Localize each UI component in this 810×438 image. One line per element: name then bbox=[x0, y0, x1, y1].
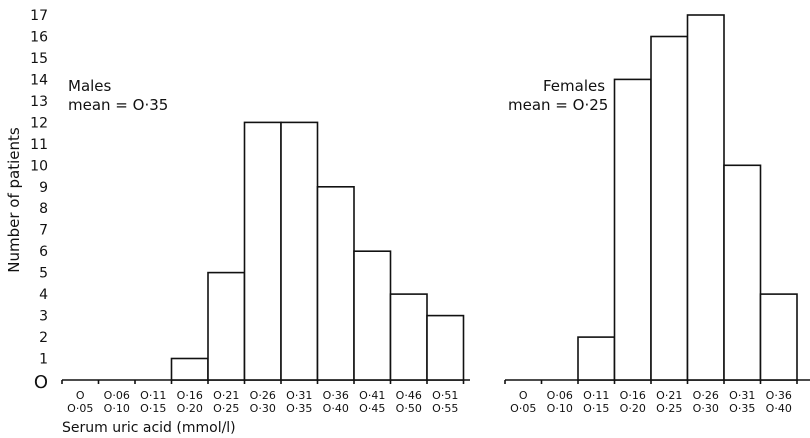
x-axis-label: Serum uric acid (mmol/l) bbox=[62, 420, 236, 436]
y-tick-label: 14 bbox=[30, 72, 48, 88]
bar bbox=[316, 186, 355, 381]
x-tick-label-upper-bound: O·15 bbox=[140, 402, 166, 415]
females-label: Females bbox=[543, 77, 605, 95]
y-tick-label: O bbox=[34, 372, 48, 393]
females-panel: OO·05 O·06O·10 O·11O·15 O·16O·20 O·21O·25 O·2… bbox=[504, 14, 810, 415]
y-tick-label: 3 bbox=[39, 309, 48, 325]
x-tick-label-lower-bound: O·21 bbox=[656, 389, 682, 402]
y-tick-label: 16 bbox=[30, 30, 48, 46]
x-tick-label-upper-bound: O·45 bbox=[359, 402, 385, 415]
x-tick-label-upper-bound: O·35 bbox=[286, 402, 312, 415]
x-tick-label-lower-bound: O·06 bbox=[104, 389, 130, 402]
x-tick-label-lower-bound: O·36 bbox=[323, 389, 349, 402]
bar bbox=[723, 164, 762, 381]
males-mean: mean = O·35 bbox=[68, 96, 168, 114]
bar bbox=[759, 293, 798, 381]
x-tick-label-upper-bound: O·15 bbox=[583, 402, 609, 415]
bar bbox=[280, 121, 319, 381]
x-tick-label-upper-bound: O·05 bbox=[510, 402, 536, 415]
y-tick-label: 4 bbox=[39, 287, 48, 303]
x-tick-label-lower-bound: O·31 bbox=[729, 389, 755, 402]
x-tick-label-upper-bound: O·35 bbox=[729, 402, 755, 415]
y-tick-label: 9 bbox=[39, 180, 48, 196]
x-tick-label-upper-bound: O·55 bbox=[432, 402, 458, 415]
bar bbox=[389, 293, 428, 381]
bar bbox=[577, 336, 616, 381]
y-tick-label: 15 bbox=[30, 51, 48, 67]
x-tick-label-upper-bound: O·10 bbox=[104, 402, 130, 415]
x-tick-label-lower-bound: O bbox=[76, 389, 85, 402]
x-tick-label-upper-bound: O·20 bbox=[177, 402, 203, 415]
females-mean: mean = O·25 bbox=[508, 96, 608, 114]
males-panel: OO·05 O·06O·10 O·11O·15 O·16O·20 O·21O·25 O·2… bbox=[61, 121, 470, 415]
x-tick-label-upper-bound: O·05 bbox=[67, 402, 93, 415]
bar bbox=[170, 357, 209, 381]
x-tick-label-lower-bound: O·11 bbox=[583, 389, 609, 402]
x-tick-label-lower-bound: O·16 bbox=[177, 389, 203, 402]
x-tick-label-upper-bound: O·40 bbox=[323, 402, 349, 415]
x-tick-label-lower-bound: O·26 bbox=[693, 389, 719, 402]
x-tick-label-lower-bound: O·26 bbox=[250, 389, 276, 402]
bar bbox=[686, 14, 725, 381]
x-tick-label-upper-bound: O·25 bbox=[213, 402, 239, 415]
y-tick-label: 12 bbox=[30, 115, 48, 131]
bar bbox=[353, 250, 392, 381]
x-tick-label-upper-bound: O·30 bbox=[693, 402, 719, 415]
y-tick-label: 7 bbox=[39, 223, 48, 239]
bar bbox=[207, 271, 246, 381]
x-tick-label-lower-bound: O·36 bbox=[766, 389, 792, 402]
x-tick-label-lower-bound: O·46 bbox=[396, 389, 422, 402]
x-tick-label-lower-bound: O·11 bbox=[140, 389, 166, 402]
y-tick-label: 2 bbox=[39, 330, 48, 346]
y-tick-label: 1 bbox=[39, 352, 48, 368]
bar bbox=[650, 35, 689, 381]
x-tick-label-lower-bound: O·51 bbox=[432, 389, 458, 402]
y-tick-label: 11 bbox=[30, 137, 48, 153]
y-tick-label: 6 bbox=[39, 244, 48, 260]
males-label: Males bbox=[68, 77, 112, 95]
y-tick-label: 17 bbox=[30, 8, 48, 24]
x-tick-label-lower-bound: O·41 bbox=[359, 389, 385, 402]
y-tick-label: 5 bbox=[39, 266, 48, 282]
x-tick-label-upper-bound: O·10 bbox=[547, 402, 573, 415]
x-tick-label-lower-bound: O·16 bbox=[620, 389, 646, 402]
x-tick-label-upper-bound: O·50 bbox=[396, 402, 422, 415]
x-tick-label-upper-bound: O·20 bbox=[620, 402, 646, 415]
y-tick-label: 13 bbox=[30, 94, 48, 110]
x-tick-label-lower-bound: O·31 bbox=[286, 389, 312, 402]
bar bbox=[426, 314, 465, 381]
x-tick-label-lower-bound: O bbox=[519, 389, 528, 402]
y-tick-label: 10 bbox=[30, 158, 48, 174]
x-tick-label-upper-bound: O·25 bbox=[656, 402, 682, 415]
x-tick-label-upper-bound: O·30 bbox=[250, 402, 276, 415]
y-axis-label: Number of patients bbox=[5, 127, 23, 273]
y-tick-label: 8 bbox=[39, 201, 48, 217]
x-tick-label-lower-bound: O·21 bbox=[213, 389, 239, 402]
x-tick-label-lower-bound: O·06 bbox=[547, 389, 573, 402]
x-tick-label-upper-bound: O·40 bbox=[766, 402, 792, 415]
bar bbox=[613, 78, 652, 381]
bar bbox=[243, 121, 282, 381]
